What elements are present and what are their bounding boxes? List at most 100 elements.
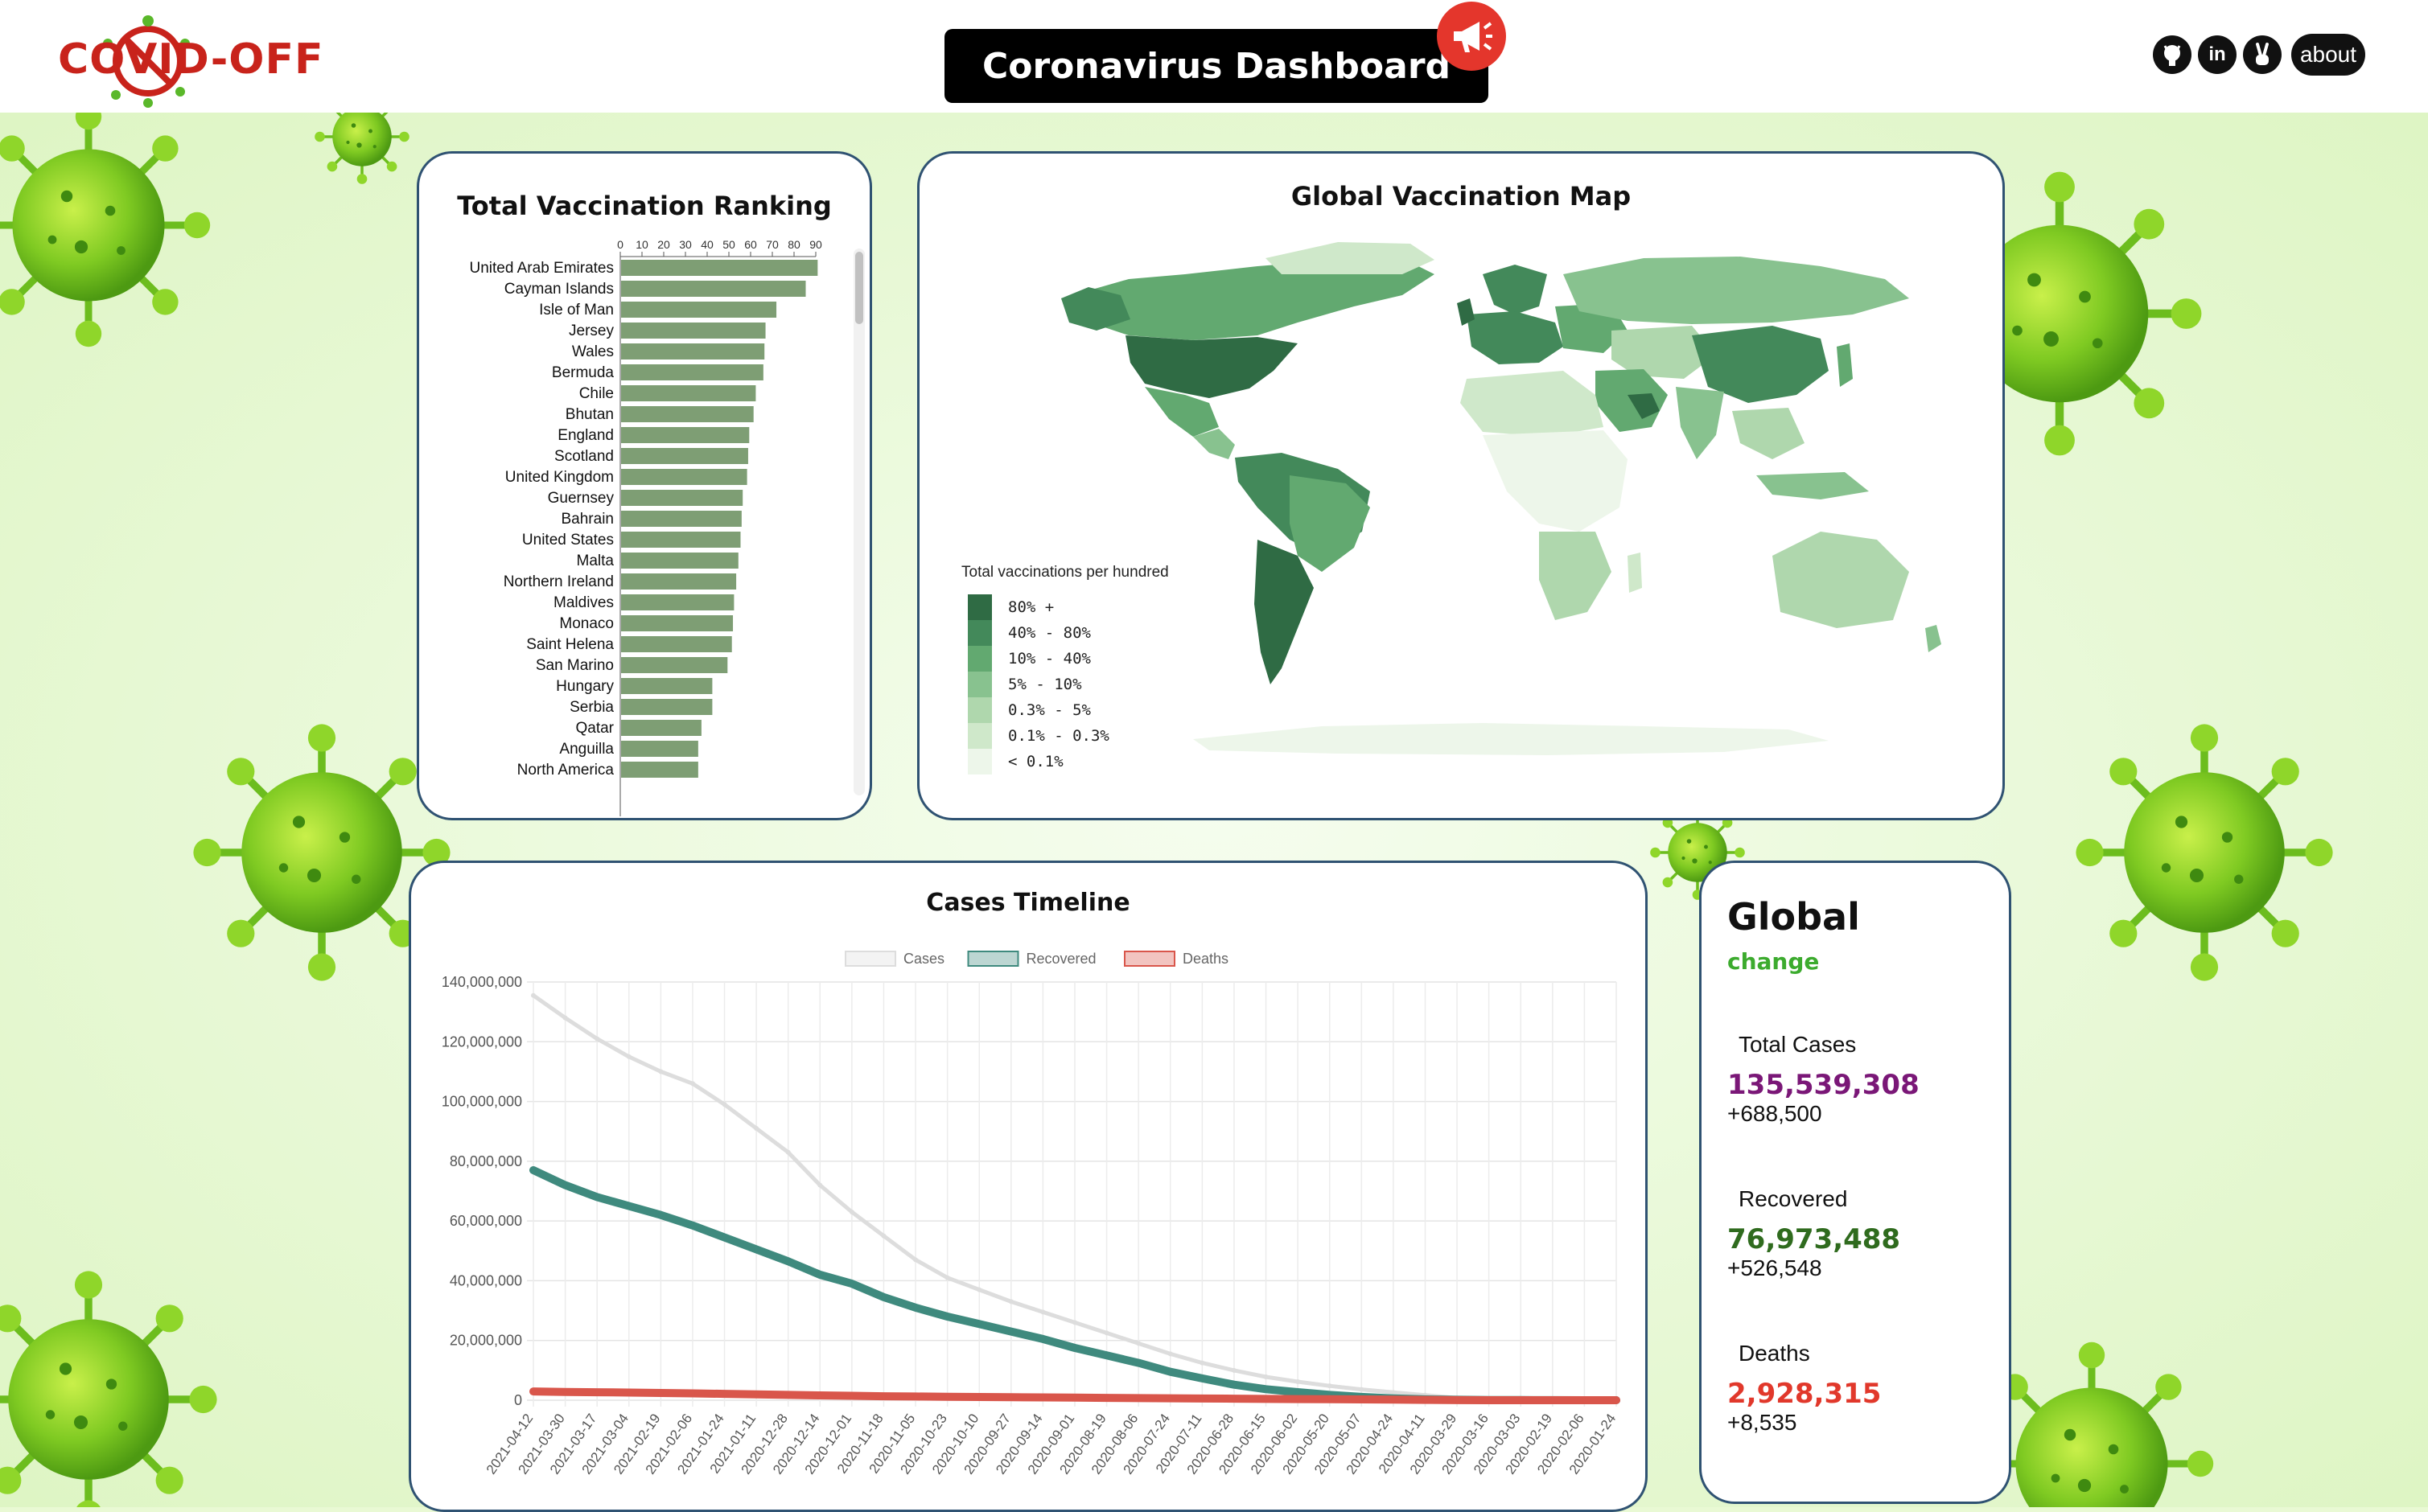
ranking-bar[interactable] <box>621 594 735 610</box>
ranking-bar[interactable] <box>621 741 698 757</box>
ranking-bar[interactable] <box>621 364 763 380</box>
timeline-point-cases[interactable] <box>1200 1360 1205 1366</box>
ranking-bar[interactable] <box>621 448 748 464</box>
timeline-point-recovered[interactable] <box>1167 1369 1173 1374</box>
timeline-point-deaths[interactable] <box>913 1394 919 1399</box>
timeline-point-cases[interactable] <box>977 1287 982 1292</box>
timeline-point-cases[interactable] <box>1295 1378 1301 1384</box>
timeline-point-deaths[interactable] <box>1231 1396 1237 1402</box>
timeline-point-cases[interactable] <box>1104 1330 1109 1336</box>
timeline-point-recovered[interactable] <box>817 1272 823 1277</box>
ranking-bar[interactable] <box>621 427 750 443</box>
timeline-point-recovered[interactable] <box>1072 1346 1077 1350</box>
timeline-point-recovered[interactable] <box>1104 1353 1109 1358</box>
timeline-point-recovered[interactable] <box>1200 1375 1205 1381</box>
timeline-point-recovered[interactable] <box>626 1203 632 1209</box>
timeline-point-deaths[interactable] <box>977 1394 982 1399</box>
cases-line-chart[interactable]: 140,000,000 120,000,000 100,000,000 80,000,… <box>411 863 1648 1512</box>
ranking-scrollbar[interactable] <box>854 249 865 795</box>
timeline-point-recovered[interactable] <box>595 1194 600 1200</box>
peace-hand-icon[interactable] <box>2243 35 2282 74</box>
ranking-bar[interactable] <box>621 323 766 339</box>
ranking-bar[interactable] <box>621 385 756 401</box>
ranking-bar[interactable] <box>621 678 713 694</box>
change-label[interactable]: change <box>1727 948 1820 975</box>
timeline-point-cases[interactable] <box>689 1081 695 1087</box>
timeline-point-recovered[interactable] <box>785 1259 791 1264</box>
timeline-point-recovered[interactable] <box>1295 1389 1301 1395</box>
timeline-point-deaths[interactable] <box>1263 1396 1269 1402</box>
ranking-bar[interactable] <box>621 699 713 715</box>
ranking-bar[interactable] <box>621 343 765 360</box>
timeline-point-deaths[interactable] <box>1072 1395 1077 1400</box>
timeline-point-deaths[interactable] <box>1486 1397 1492 1403</box>
map-legend-swatch[interactable] <box>968 749 992 774</box>
ranking-bar[interactable] <box>621 469 747 485</box>
timeline-point-deaths[interactable] <box>1518 1397 1524 1403</box>
timeline-point-deaths[interactable] <box>562 1389 568 1395</box>
timeline-point-cases[interactable] <box>881 1233 887 1239</box>
timeline-point-deaths[interactable] <box>1167 1395 1173 1401</box>
timeline-point-recovered[interactable] <box>658 1212 664 1218</box>
timeline-point-deaths[interactable] <box>595 1390 600 1395</box>
ranking-bar[interactable] <box>621 573 737 590</box>
ranking-bar[interactable] <box>621 281 806 297</box>
timeline-point-recovered[interactable] <box>881 1294 887 1300</box>
timeline-point-cases[interactable] <box>722 1102 727 1107</box>
timeline-point-cases[interactable] <box>595 1036 600 1042</box>
timeline-point-deaths[interactable] <box>754 1391 759 1397</box>
timeline-point-deaths[interactable] <box>1359 1396 1364 1402</box>
timeline-point-deaths[interactable] <box>1136 1395 1142 1401</box>
timeline-point-deaths[interactable] <box>1200 1395 1205 1401</box>
timeline-point-deaths[interactable] <box>1390 1397 1396 1403</box>
ranking-bar[interactable] <box>621 260 818 276</box>
ranking-bar[interactable] <box>621 553 739 569</box>
github-icon[interactable] <box>2153 35 2191 74</box>
map-legend-swatch[interactable] <box>968 672 992 697</box>
timeline-point-deaths[interactable] <box>1104 1395 1109 1401</box>
timeline-point-recovered[interactable] <box>531 1168 536 1173</box>
timeline-point-deaths[interactable] <box>1422 1397 1428 1403</box>
timeline-point-cases[interactable] <box>913 1257 919 1263</box>
timeline-point-cases[interactable] <box>817 1182 823 1188</box>
timeline-point-cases[interactable] <box>1136 1341 1142 1346</box>
timeline-point-recovered[interactable] <box>1008 1329 1014 1334</box>
megaphone-icon[interactable] <box>1437 2 1506 71</box>
timeline-point-cases[interactable] <box>849 1210 854 1214</box>
timeline-point-cases[interactable] <box>1040 1309 1046 1315</box>
logo[interactable]: COVID-OFF <box>51 11 323 108</box>
timeline-point-cases[interactable] <box>562 1015 568 1021</box>
ranking-bar[interactable] <box>621 302 777 318</box>
ranking-scrollbar-thumb[interactable] <box>855 252 863 324</box>
timeline-point-cases[interactable] <box>1072 1320 1077 1325</box>
timeline-point-cases[interactable] <box>531 992 536 998</box>
ranking-bar[interactable] <box>621 615 734 631</box>
timeline-point-cases[interactable] <box>785 1149 791 1155</box>
ranking-bar[interactable] <box>621 720 702 736</box>
timeline-point-cases[interactable] <box>1167 1351 1173 1357</box>
timeline-point-deaths[interactable] <box>849 1393 854 1399</box>
timeline-point-cases[interactable] <box>944 1275 950 1280</box>
timeline-point-deaths[interactable] <box>1614 1398 1619 1403</box>
timeline-point-recovered[interactable] <box>944 1314 950 1319</box>
timeline-point-recovered[interactable] <box>849 1281 854 1287</box>
linkedin-icon[interactable]: in <box>2198 35 2237 74</box>
timeline-legend-item[interactable]: Cases <box>845 951 944 967</box>
timeline-point-cases[interactable] <box>754 1126 759 1131</box>
timeline-point-recovered[interactable] <box>562 1182 568 1188</box>
timeline-point-deaths[interactable] <box>626 1390 632 1395</box>
timeline-point-deaths[interactable] <box>881 1394 887 1399</box>
timeline-point-deaths[interactable] <box>1582 1397 1587 1403</box>
timeline-point-deaths[interactable] <box>1455 1397 1460 1403</box>
ranking-bar[interactable] <box>621 762 698 778</box>
timeline-point-recovered[interactable] <box>1136 1360 1142 1366</box>
map-legend-swatch[interactable] <box>968 620 992 646</box>
world-vaccination-map[interactable]: Total vaccinations per hundred 80% + 40% … <box>920 154 2005 820</box>
timeline-point-cases[interactable] <box>1263 1374 1269 1380</box>
timeline-point-deaths[interactable] <box>1040 1395 1046 1400</box>
ranking-bar[interactable] <box>621 511 742 527</box>
map-legend-swatch[interactable] <box>968 723 992 749</box>
map-legend-swatch[interactable] <box>968 646 992 672</box>
timeline-point-deaths[interactable] <box>1549 1397 1555 1403</box>
ranking-bar[interactable] <box>621 657 728 673</box>
